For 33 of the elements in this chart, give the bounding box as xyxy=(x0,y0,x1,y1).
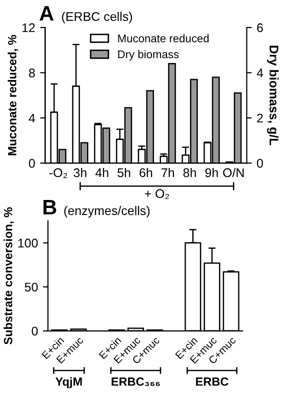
y2-tick-label: 6 xyxy=(257,23,263,32)
y-tick-label: 0 xyxy=(32,326,38,336)
text: ERBC₃₆₆ xyxy=(112,377,160,386)
y-tick-label: 50 xyxy=(24,282,38,292)
y-tick-label: 8 xyxy=(28,68,35,78)
y2-tick-label: 0 xyxy=(256,158,263,168)
chart-subtitle: (ERBC cells) xyxy=(62,12,132,24)
y2-axis-title: Dry biomass, g/L xyxy=(266,46,279,146)
legend-label: Dry biomass xyxy=(118,50,179,60)
text: + O₂ xyxy=(144,189,169,199)
x-tick-label: O/N xyxy=(223,168,244,178)
y-axis-title: Muconate reduced, % xyxy=(8,34,18,156)
text: YqjM xyxy=(55,377,82,388)
x-tick-label: 8h xyxy=(183,168,196,178)
y2-tick-label: 2 xyxy=(257,114,263,122)
x-tick-label: 3h xyxy=(74,168,86,178)
chart-title: A xyxy=(40,6,54,20)
x-tick-label: -O₂ xyxy=(49,168,68,178)
x-tick-label: 6h xyxy=(140,168,152,178)
x-tick-label: 7h xyxy=(162,168,174,178)
x-tick-label: 5h xyxy=(118,168,130,178)
chart-title: B xyxy=(43,200,56,214)
y-tick-label: 0 xyxy=(28,158,35,168)
y2-tick-label: 4 xyxy=(256,68,264,78)
text: ERBC xyxy=(196,377,228,386)
y-tick-label: 12 xyxy=(22,23,35,32)
y-tick-label: 100 xyxy=(18,238,38,248)
x-tick-label: 4h xyxy=(95,168,108,178)
y-axis-title: Substrate conversion, % xyxy=(4,207,14,344)
legend-label: Muconate reduced xyxy=(118,34,209,42)
chart-subtitle: (enzymes/cells) xyxy=(64,206,150,218)
y-tick-label: 4 xyxy=(28,114,36,122)
x-tick-label: 9h xyxy=(205,168,218,178)
